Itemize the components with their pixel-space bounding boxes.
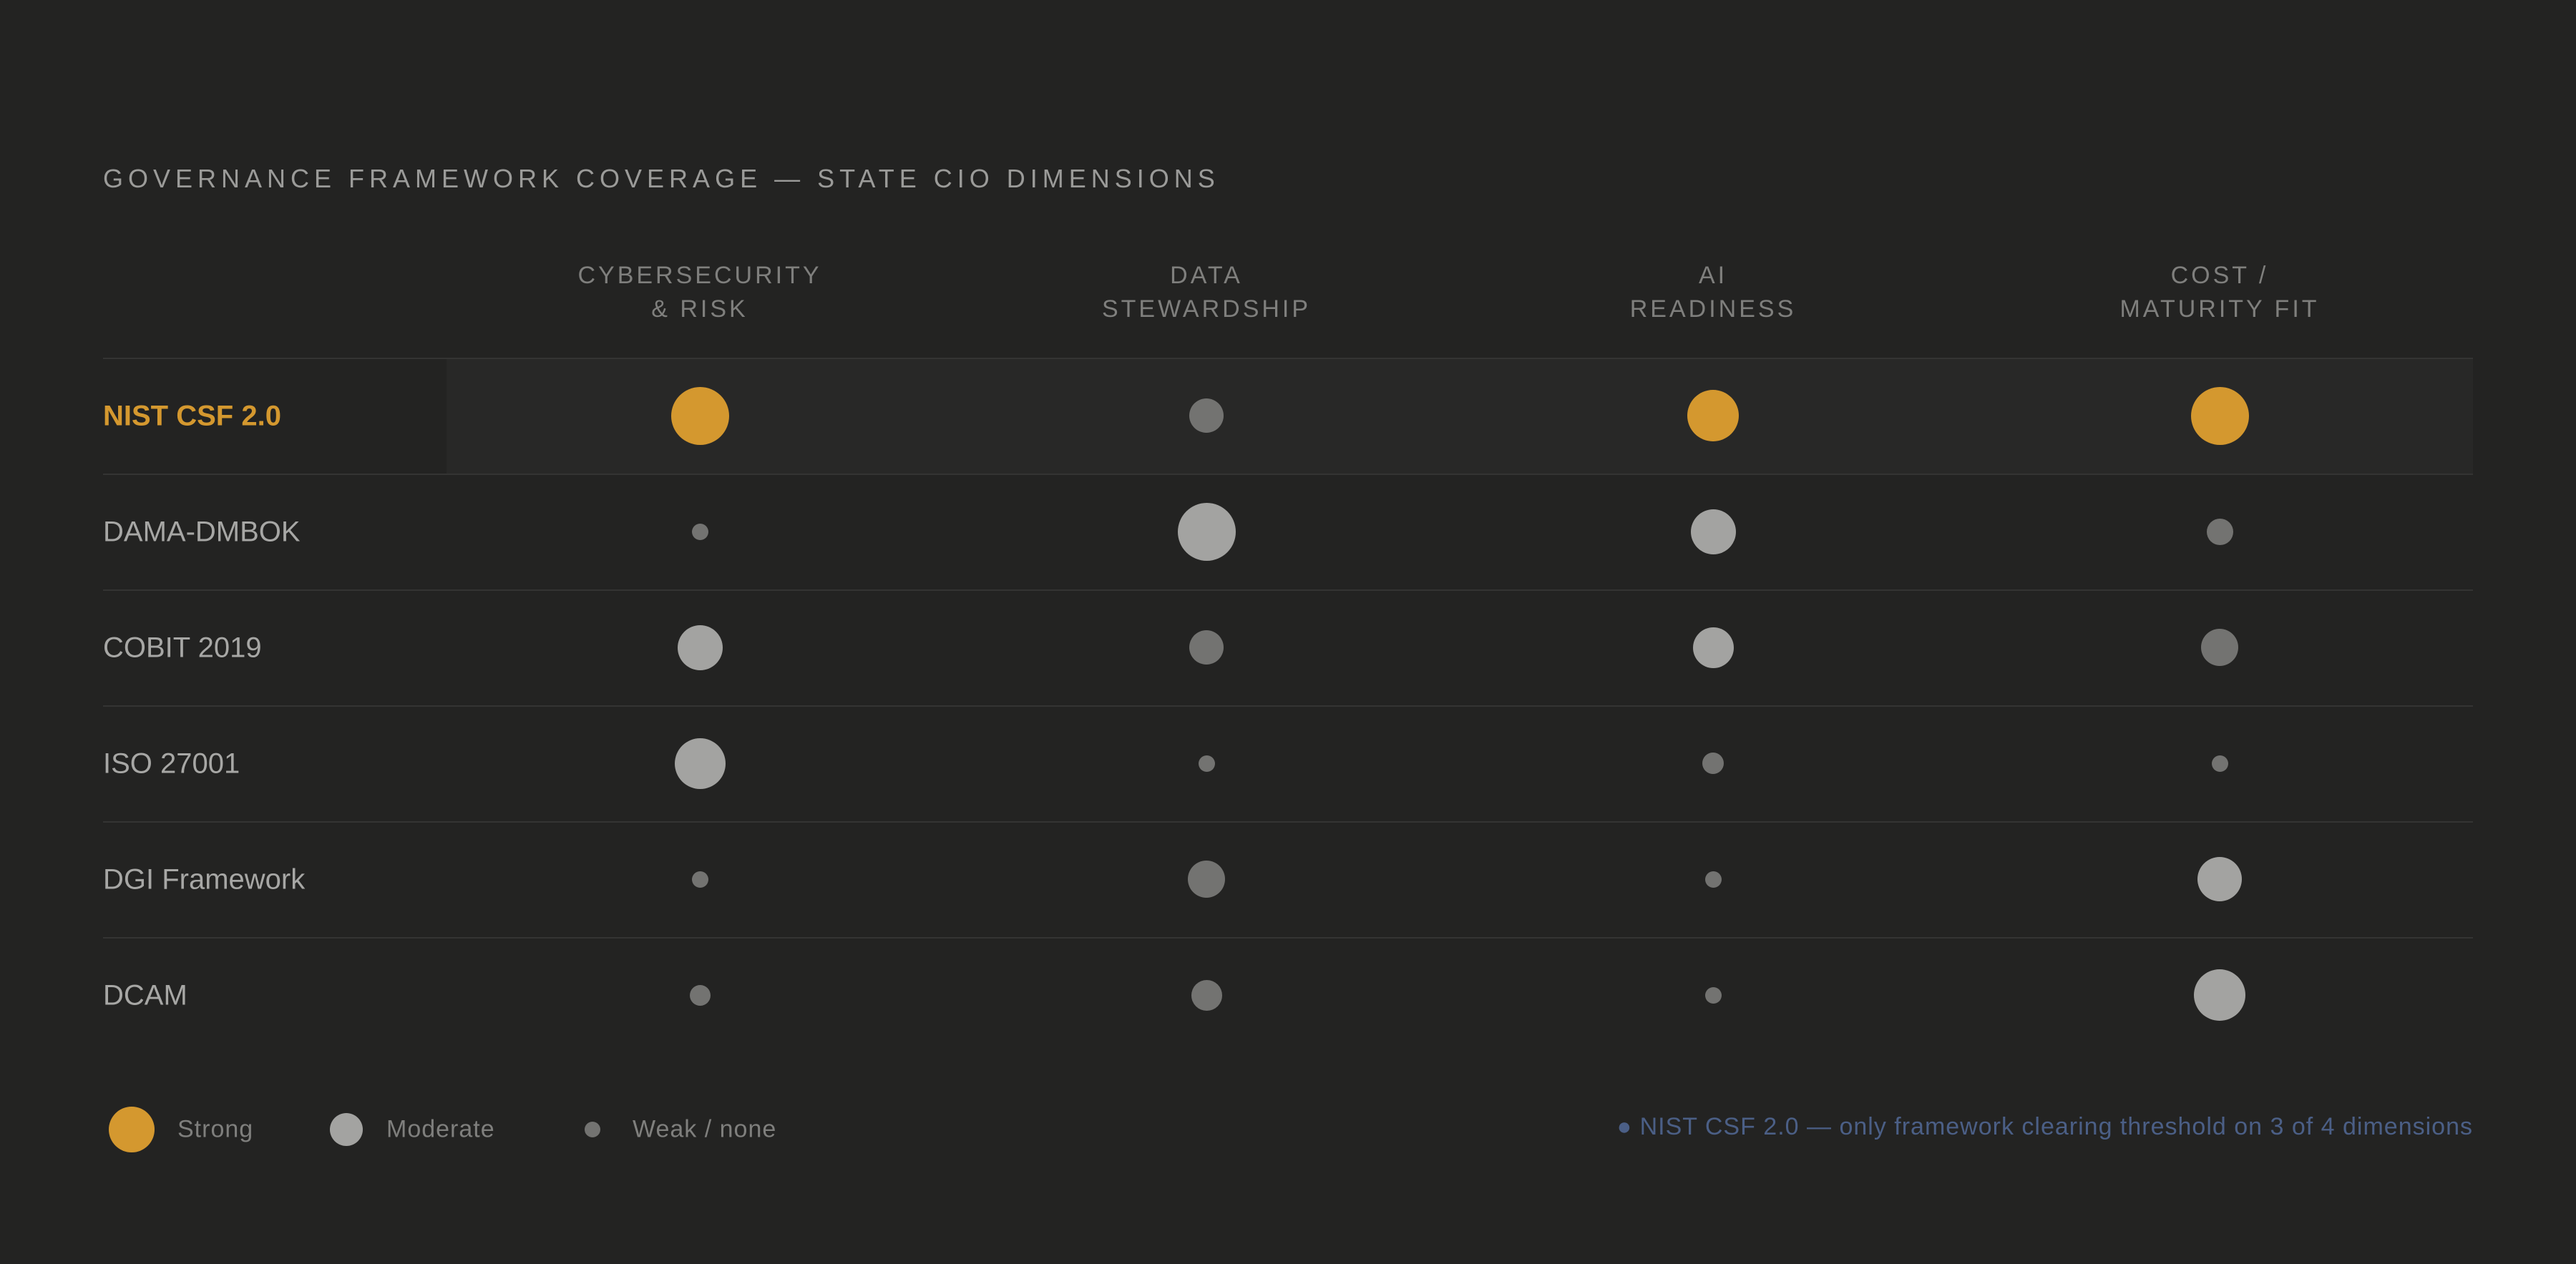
column-header-line: MATURITY FIT [2119,295,2320,323]
column-header-line: CYBERSECURITY [577,262,822,289]
coverage-dot [2197,857,2242,901]
matrix-row: DCAM [103,937,2473,1053]
matrix-row: NIST CSF 2.0 [103,358,2473,474]
legend-label: Moderate [386,1115,495,1143]
coverage-dot [1189,398,1224,433]
row-label: DCAM [103,979,187,1011]
column-header-line: & RISK [651,295,748,323]
coverage-dot [1198,755,1215,772]
coverage-dot [1177,502,1236,561]
legend-dot [585,1122,600,1137]
threshold-note: ● NIST CSF 2.0 — only framework clearing… [1616,1113,2473,1140]
matrix-row: ISO 27001 [103,705,2473,821]
coverage-dot [1191,979,1222,1011]
legend-label: Weak / none [633,1115,777,1143]
column-header-line: DATA [1170,262,1243,289]
coverage-dot [691,871,708,888]
coverage-dot [689,984,711,1006]
chart-title: GOVERNANCE FRAMEWORK COVERAGE — STATE CI… [103,164,1220,193]
coverage-dot [1692,627,1734,668]
coverage-dot [2206,518,2233,545]
matrix-row: DAMA-DMBOK [103,474,2473,589]
legend-label: Strong [177,1115,254,1143]
row-label-cell [103,359,447,474]
coverage-dot [1687,390,1739,441]
column-header: CYBERSECURITY & RISK [535,259,864,326]
coverage-dot [674,738,726,789]
coverage-dot [2201,629,2238,666]
legend-dot [109,1107,155,1152]
matrix-row: COBIT 2019 [103,589,2473,705]
coverage-dot [2194,969,2245,1021]
row-label: ISO 27001 [103,748,240,780]
coverage-dot [1702,753,1724,774]
coverage-dot [2190,386,2249,445]
column-header-line: READINESS [1629,295,1797,323]
coverage-dot [1704,986,1722,1004]
coverage-dot [1690,509,1736,554]
matrix-row: DGI Framework [103,821,2473,937]
column-header-line: COST / [2170,262,2269,289]
coverage-dot [2211,755,2228,772]
row-label: DAMA-DMBOK [103,516,301,548]
row-label: DGI Framework [103,863,306,896]
column-header: COST / MATURITY FIT [2055,259,2384,326]
coverage-dot [1188,861,1225,898]
column-header: DATA STEWARDSHIP [1042,259,1371,326]
coverage-dot [670,386,729,445]
column-header-line: AI [1698,262,1728,289]
legend-dot [330,1113,363,1146]
coverage-dot [691,523,708,540]
column-header-line: STEWARDSHIP [1101,295,1312,323]
coverage-dot [677,624,723,670]
row-label: COBIT 2019 [103,632,262,664]
row-label: NIST CSF 2.0 [103,400,281,432]
coverage-dot [1189,630,1224,665]
column-header: AI READINESS [1548,259,1878,326]
coverage-dot [1704,871,1722,888]
